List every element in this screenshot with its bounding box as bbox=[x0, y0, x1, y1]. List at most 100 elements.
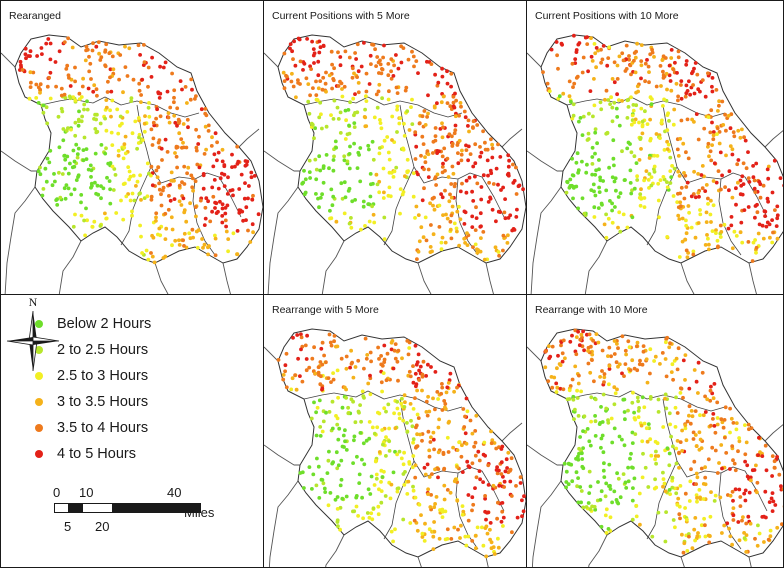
travel-time-point bbox=[678, 200, 683, 205]
travel-time-point bbox=[687, 386, 692, 391]
travel-time-point bbox=[175, 123, 179, 128]
travel-time-point bbox=[457, 138, 462, 143]
travel-time-point bbox=[138, 191, 143, 196]
travel-time-point bbox=[617, 362, 622, 367]
travel-time-point bbox=[610, 500, 614, 505]
travel-time-point bbox=[386, 193, 391, 198]
travel-time-point bbox=[440, 385, 445, 390]
travel-time-point bbox=[442, 497, 447, 502]
travel-time-point bbox=[576, 414, 581, 418]
travel-time-point bbox=[384, 378, 389, 383]
travel-time-point bbox=[406, 352, 411, 357]
travel-time-point bbox=[588, 484, 593, 489]
travel-time-point bbox=[661, 477, 666, 481]
travel-time-point bbox=[772, 466, 777, 470]
travel-time-point bbox=[369, 62, 373, 66]
travel-time-point bbox=[664, 340, 668, 345]
travel-time-point bbox=[335, 507, 340, 511]
travel-time-point bbox=[377, 357, 381, 361]
travel-time-point bbox=[395, 399, 400, 404]
travel-time-point bbox=[443, 407, 448, 411]
travel-time-point bbox=[616, 346, 620, 351]
travel-time-point bbox=[156, 140, 161, 145]
travel-time-point bbox=[707, 242, 711, 247]
travel-time-point bbox=[762, 540, 766, 544]
travel-time-point bbox=[208, 219, 213, 224]
travel-time-point bbox=[501, 515, 506, 520]
travel-time-point bbox=[444, 212, 448, 217]
travel-time-point bbox=[344, 494, 349, 499]
travel-time-point bbox=[647, 70, 651, 74]
travel-time-point bbox=[213, 236, 218, 241]
travel-time-point bbox=[765, 196, 770, 201]
travel-time-point bbox=[723, 112, 727, 117]
travel-time-point bbox=[736, 520, 741, 524]
travel-time-point bbox=[644, 426, 649, 431]
travel-time-point bbox=[471, 125, 475, 129]
travel-time-point bbox=[491, 545, 496, 549]
north-arrow-icon: N bbox=[6, 295, 60, 371]
travel-time-point bbox=[180, 87, 184, 92]
travel-time-point bbox=[478, 224, 483, 229]
travel-time-point bbox=[382, 357, 387, 362]
travel-time-point bbox=[392, 348, 397, 353]
travel-time-point bbox=[464, 148, 469, 153]
travel-time-point bbox=[189, 173, 194, 178]
travel-time-point bbox=[431, 151, 435, 155]
travel-time-point bbox=[640, 131, 645, 136]
travel-time-point bbox=[413, 475, 418, 480]
travel-time-point bbox=[708, 149, 713, 154]
travel-time-point bbox=[339, 458, 344, 463]
travel-time-point bbox=[733, 487, 738, 492]
travel-time-point bbox=[736, 180, 740, 185]
travel-time-point bbox=[645, 380, 650, 385]
travel-time-point bbox=[491, 182, 496, 186]
travel-time-point bbox=[560, 351, 565, 356]
travel-time-point bbox=[600, 348, 605, 353]
travel-time-point bbox=[458, 189, 463, 194]
travel-time-point bbox=[628, 456, 632, 461]
travel-time-point bbox=[147, 101, 151, 105]
travel-time-point bbox=[109, 114, 113, 119]
travel-time-point bbox=[453, 114, 458, 119]
travel-time-point bbox=[422, 167, 426, 172]
travel-time-point bbox=[720, 466, 724, 471]
travel-time-point bbox=[284, 351, 289, 356]
travel-time-point bbox=[356, 69, 361, 74]
travel-time-point bbox=[426, 394, 430, 399]
travel-time-point bbox=[364, 99, 369, 103]
travel-time-point bbox=[755, 202, 759, 207]
travel-time-point bbox=[206, 129, 211, 133]
travel-time-point bbox=[399, 60, 404, 65]
travel-time-point bbox=[440, 515, 445, 519]
travel-time-point bbox=[235, 144, 240, 149]
travel-time-point bbox=[213, 206, 217, 210]
boundary-line bbox=[383, 166, 415, 246]
travel-time-point bbox=[593, 151, 597, 156]
travel-time-point bbox=[729, 215, 734, 219]
travel-time-point bbox=[593, 127, 598, 131]
travel-time-point bbox=[435, 83, 440, 88]
travel-time-point bbox=[617, 210, 622, 215]
travel-time-point bbox=[505, 241, 510, 245]
travel-time-point bbox=[728, 126, 733, 131]
travel-time-point bbox=[424, 410, 429, 414]
travel-time-point bbox=[445, 435, 450, 440]
travel-time-point bbox=[581, 466, 586, 471]
travel-time-point bbox=[455, 465, 459, 469]
travel-time-point bbox=[594, 168, 598, 173]
travel-time-point bbox=[683, 423, 688, 428]
travel-time-point bbox=[370, 204, 374, 209]
travel-time-point bbox=[475, 247, 479, 252]
travel-time-point bbox=[427, 409, 432, 414]
travel-time-point bbox=[497, 253, 501, 258]
travel-time-point bbox=[443, 240, 448, 245]
travel-time-point bbox=[440, 408, 445, 412]
travel-time-point bbox=[68, 84, 73, 88]
travel-time-point bbox=[135, 179, 140, 184]
travel-time-point bbox=[395, 406, 400, 411]
travel-time-point bbox=[90, 225, 95, 229]
travel-time-point bbox=[197, 134, 201, 139]
travel-time-point bbox=[350, 66, 355, 71]
travel-time-point bbox=[431, 203, 435, 208]
